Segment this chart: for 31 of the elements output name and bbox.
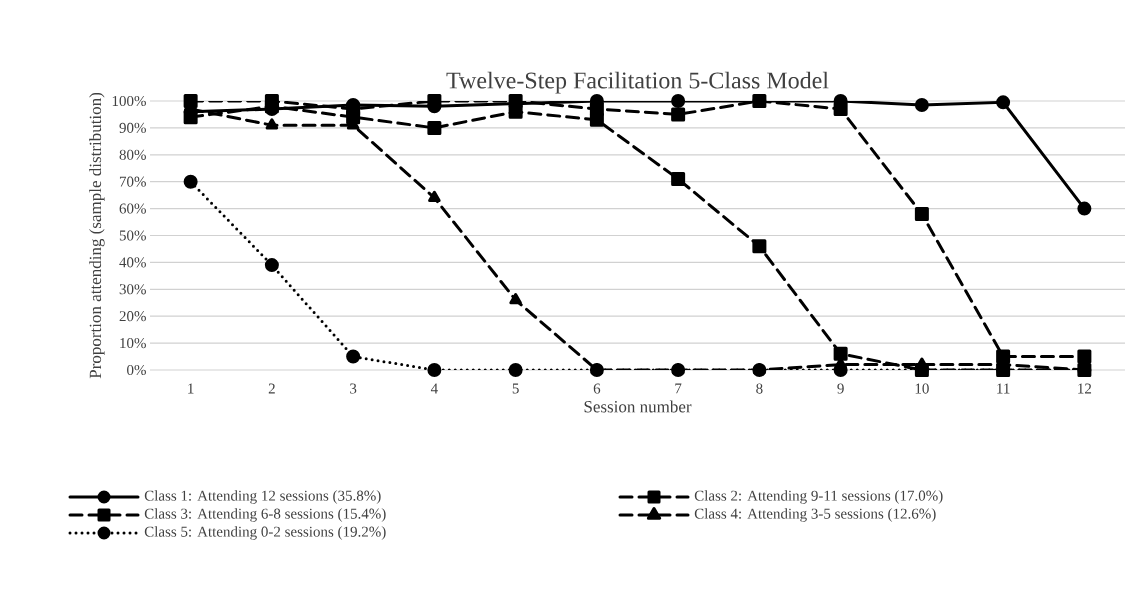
y-tick-label: 70% bbox=[119, 176, 146, 187]
legend-label: Class 4: Attending 3-5 sessions (12.6%) bbox=[694, 508, 936, 522]
legend-label: Class 5: Attending 0-2 sessions (19.2%) bbox=[144, 526, 386, 540]
x-axis-title: Session number bbox=[584, 400, 692, 413]
y-axis-title: Proportion attending (sample distribution) bbox=[89, 92, 105, 379]
x-tick-label: 3 bbox=[350, 383, 357, 394]
y-tick-label: 90% bbox=[119, 122, 146, 133]
x-tick-label: 5 bbox=[512, 383, 519, 394]
chart-title: Twelve-Step Facilitation 5-Class Model bbox=[446, 71, 829, 94]
x-tick-label: 7 bbox=[675, 383, 682, 394]
legend-label: Class 1: Attending 12 sessions (35.8%) bbox=[144, 490, 381, 504]
y-tick-label: 30% bbox=[119, 284, 146, 295]
x-tick-label: 4 bbox=[430, 383, 438, 394]
x-tick-label: 11 bbox=[997, 383, 1010, 394]
y-tick-label: 10% bbox=[120, 338, 146, 349]
x-tick-label: 8 bbox=[756, 383, 763, 394]
legend-label: Class 2: Attending 9-11 sessions (17.0%) bbox=[694, 490, 943, 504]
x-tick-label: 12 bbox=[1078, 383, 1092, 394]
y-tick-label: 80% bbox=[119, 149, 146, 160]
y-tick-label: 0% bbox=[127, 364, 146, 376]
x-tick-label: 1 bbox=[188, 383, 194, 394]
y-tick-label: 40% bbox=[119, 257, 146, 268]
y-tick-label: 20% bbox=[119, 311, 146, 322]
y-tick-label: 60% bbox=[119, 203, 146, 214]
x-tick-label: 10 bbox=[915, 383, 929, 394]
x-tick-label: 2 bbox=[268, 383, 275, 394]
x-tick-label: 9 bbox=[837, 383, 844, 394]
legend-label: Class 3: Attending 6-8 sessions (15.4%) bbox=[144, 508, 386, 522]
y-tick-label: 100% bbox=[112, 95, 146, 107]
x-tick-label: 6 bbox=[593, 383, 601, 394]
y-tick-label: 50% bbox=[119, 230, 146, 241]
